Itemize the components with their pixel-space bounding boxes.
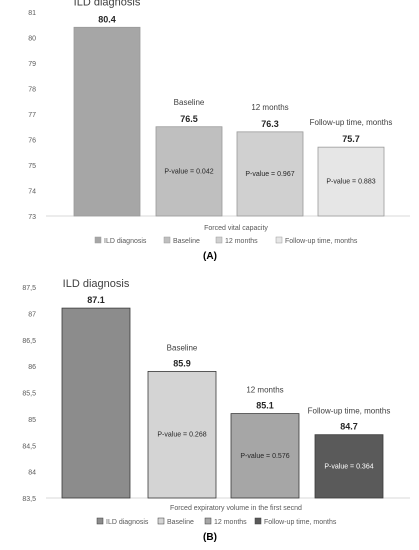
panel-label: (A) bbox=[203, 251, 217, 262]
bar-4 bbox=[317, 146, 385, 217]
y-tick-label: 84 bbox=[28, 470, 36, 477]
y-tick-label: 87 bbox=[28, 311, 36, 318]
y-tick-label: 81 bbox=[28, 10, 36, 17]
y-tick-label: 84,5 bbox=[22, 443, 36, 450]
legend-swatch bbox=[275, 236, 283, 244]
data-label: 76.3 bbox=[261, 119, 279, 129]
y-tick-label: 74 bbox=[28, 189, 36, 196]
y-tick-label: 87,5 bbox=[22, 285, 36, 292]
y-tick-label: 78 bbox=[28, 87, 36, 94]
data-label: 87.1 bbox=[87, 295, 105, 305]
legend-swatch bbox=[94, 236, 102, 244]
category-label: Baseline bbox=[167, 343, 198, 352]
category-label: ILD diagnosis bbox=[74, 0, 141, 8]
category-label: 12 months bbox=[246, 386, 283, 395]
legend-entry: Baseline bbox=[173, 238, 200, 245]
y-tick-label: 83,5 bbox=[22, 496, 36, 503]
category-label: 12 months bbox=[251, 103, 288, 112]
p-value-label: P-value = 0.042 bbox=[164, 168, 213, 175]
data-label: 85.1 bbox=[256, 401, 274, 411]
legend-swatch bbox=[157, 517, 165, 525]
category-label: ILD diagnosis bbox=[63, 278, 130, 290]
y-tick-label: 86,5 bbox=[22, 338, 36, 345]
y-tick-label: 80 bbox=[28, 36, 36, 43]
y-tick-label: 77 bbox=[28, 112, 36, 119]
p-value-label: P-value = 0.364 bbox=[324, 463, 373, 470]
legend-entry: ILD diagnosis bbox=[104, 238, 147, 245]
y-tick-label: 76 bbox=[28, 138, 36, 145]
bar-3 bbox=[236, 131, 304, 217]
legend-swatch bbox=[163, 236, 171, 244]
bar-2 bbox=[147, 370, 217, 499]
bar-1 bbox=[73, 26, 141, 217]
legend-entry: Follow-up time, months bbox=[285, 238, 358, 245]
y-tick-label: 73 bbox=[28, 214, 36, 221]
y-tick-label: 86 bbox=[28, 364, 36, 371]
category-label: Follow-up time, months bbox=[308, 407, 391, 416]
data-label: 84.7 bbox=[340, 422, 358, 432]
bar-2 bbox=[155, 126, 223, 217]
legend-entry: Baseline bbox=[167, 519, 194, 526]
legend-swatch bbox=[215, 236, 223, 244]
bar-4 bbox=[314, 434, 384, 499]
bar-3 bbox=[230, 413, 300, 499]
legend-swatch bbox=[254, 517, 262, 525]
x-axis-label: Forced expiratory volume in the first se… bbox=[170, 505, 302, 512]
y-tick-label: 75 bbox=[28, 163, 36, 170]
p-value-label: P-value = 0.883 bbox=[326, 179, 375, 186]
y-tick-label: 85,5 bbox=[22, 391, 36, 398]
p-value-label: P-value = 0.268 bbox=[157, 432, 206, 439]
legend-swatch bbox=[96, 517, 104, 525]
legend-swatch bbox=[204, 517, 212, 525]
y-tick-label: 79 bbox=[28, 61, 36, 68]
p-value-label: P-value = 0.576 bbox=[240, 453, 289, 460]
y-tick-label: 85 bbox=[28, 417, 36, 424]
data-label: 75.7 bbox=[342, 134, 360, 144]
legend-entry: 12 months bbox=[214, 519, 247, 526]
data-label: 85.9 bbox=[173, 358, 191, 368]
panel-label: (B) bbox=[203, 532, 217, 543]
legend-entry: ILD diagnosis bbox=[106, 519, 149, 526]
data-label: 76.5 bbox=[180, 114, 198, 124]
legend-entry: Follow-up time, months bbox=[264, 519, 337, 526]
p-value-label: P-value = 0.967 bbox=[245, 171, 294, 178]
category-label: Follow-up time, months bbox=[310, 118, 393, 127]
legend-entry: 12 months bbox=[225, 238, 258, 245]
x-axis-label: Forced vital capacity bbox=[204, 225, 268, 232]
category-label: Baseline bbox=[174, 98, 205, 107]
bar-1 bbox=[61, 307, 131, 499]
data-label: 80.4 bbox=[98, 14, 116, 24]
